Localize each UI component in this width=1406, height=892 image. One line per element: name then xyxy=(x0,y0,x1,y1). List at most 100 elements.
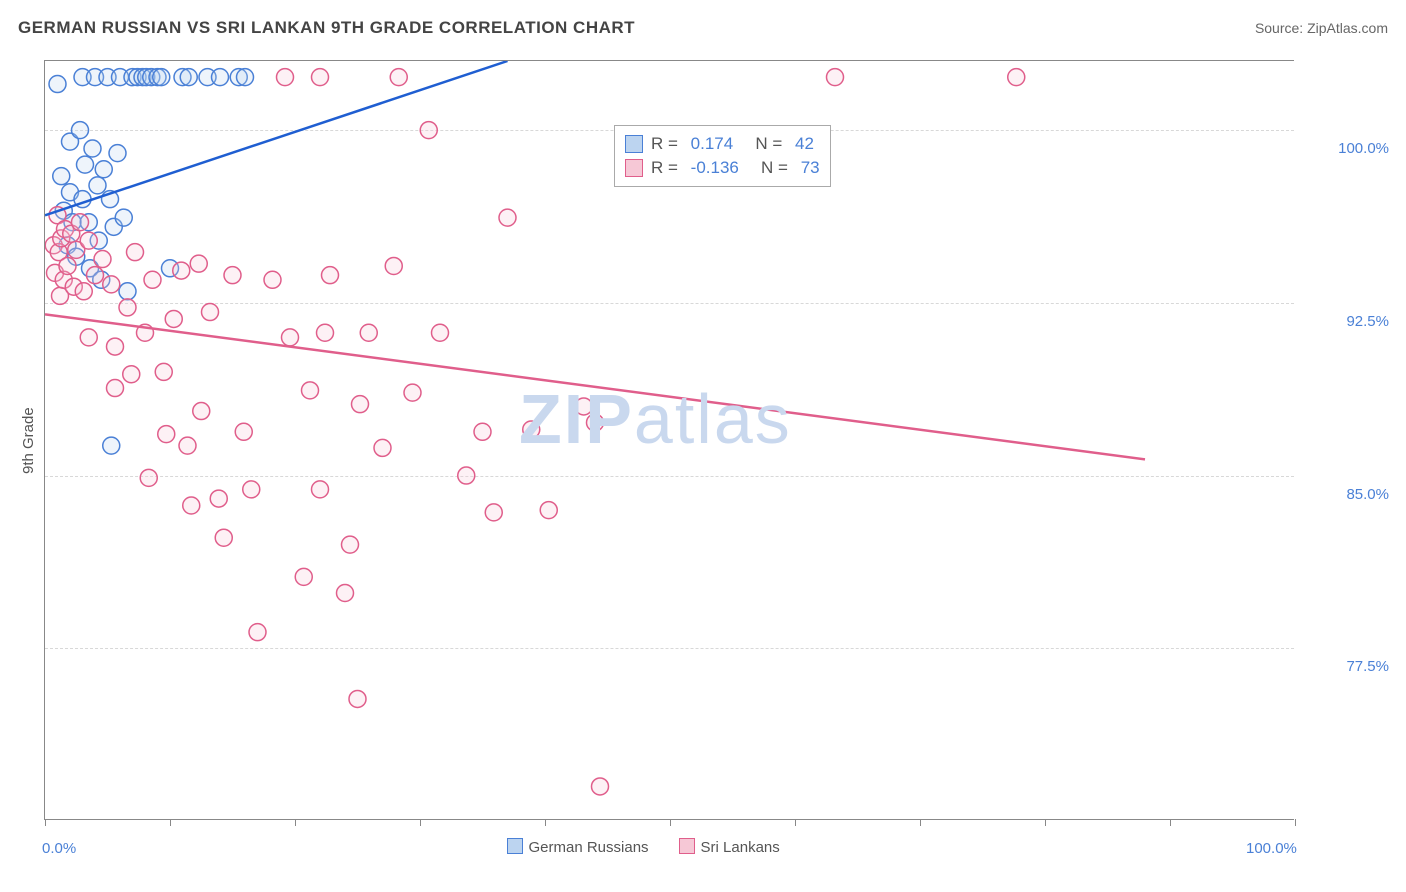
legend-swatch xyxy=(625,159,643,177)
data-point[interactable] xyxy=(282,329,299,346)
data-point[interactable] xyxy=(155,363,172,380)
data-point[interactable] xyxy=(215,529,232,546)
data-point[interactable] xyxy=(202,304,219,321)
y-axis-title: 9th Grade xyxy=(20,407,37,474)
data-point[interactable] xyxy=(144,271,161,288)
data-point[interactable] xyxy=(119,283,136,300)
stats-n-value: 73 xyxy=(801,158,820,178)
data-point[interactable] xyxy=(193,403,210,420)
source-link[interactable]: Source: ZipAtlas.com xyxy=(1255,20,1388,36)
data-point[interactable] xyxy=(374,439,391,456)
legend-swatch xyxy=(507,838,523,854)
data-point[interactable] xyxy=(53,168,70,185)
data-point[interactable] xyxy=(80,232,97,249)
data-point[interactable] xyxy=(523,421,540,438)
data-point[interactable] xyxy=(404,384,421,401)
data-point[interactable] xyxy=(72,122,89,139)
data-point[interactable] xyxy=(127,244,144,261)
data-point[interactable] xyxy=(312,69,329,86)
data-point[interactable] xyxy=(210,490,227,507)
data-point[interactable] xyxy=(173,262,190,279)
data-point[interactable] xyxy=(432,324,449,341)
source-name: ZipAtlas.com xyxy=(1307,20,1388,36)
data-point[interactable] xyxy=(360,324,377,341)
trend-line xyxy=(45,314,1145,459)
legend-item[interactable]: German Russians xyxy=(507,838,649,856)
data-point[interactable] xyxy=(103,276,120,293)
data-point[interactable] xyxy=(575,398,592,415)
stats-row: R = 0.174 N = 42 xyxy=(625,132,820,156)
data-point[interactable] xyxy=(1008,69,1025,86)
data-point[interactable] xyxy=(212,69,229,86)
stats-n-label: N = xyxy=(747,158,793,178)
data-point[interactable] xyxy=(302,382,319,399)
data-point[interactable] xyxy=(485,504,502,521)
data-point[interactable] xyxy=(94,251,111,268)
data-point[interactable] xyxy=(337,585,354,602)
legend-item[interactable]: Sri Lankans xyxy=(679,838,780,856)
data-point[interactable] xyxy=(49,76,66,93)
data-point[interactable] xyxy=(107,338,124,355)
data-point[interactable] xyxy=(827,69,844,86)
data-point[interactable] xyxy=(153,69,170,86)
data-point[interactable] xyxy=(322,267,339,284)
data-point[interactable] xyxy=(264,271,281,288)
data-point[interactable] xyxy=(158,426,175,443)
data-point[interactable] xyxy=(458,467,475,484)
data-point[interactable] xyxy=(190,255,207,272)
y-tick-label: 92.5% xyxy=(1309,313,1389,330)
data-point[interactable] xyxy=(77,156,94,173)
stats-r-label: R = xyxy=(651,158,683,178)
data-point[interactable] xyxy=(140,469,157,486)
data-point[interactable] xyxy=(95,161,112,178)
data-point[interactable] xyxy=(123,366,140,383)
data-point[interactable] xyxy=(349,690,366,707)
chart-title: GERMAN RUSSIAN VS SRI LANKAN 9TH GRADE C… xyxy=(18,18,635,38)
data-point[interactable] xyxy=(587,414,604,431)
data-point[interactable] xyxy=(385,257,402,274)
data-point[interactable] xyxy=(235,423,252,440)
data-point[interactable] xyxy=(312,481,329,498)
x-tick xyxy=(1295,819,1296,826)
data-point[interactable] xyxy=(183,497,200,514)
data-point[interactable] xyxy=(80,329,97,346)
data-point[interactable] xyxy=(420,122,437,139)
data-point[interactable] xyxy=(75,283,92,300)
data-point[interactable] xyxy=(89,177,106,194)
x-min-label: 0.0% xyxy=(42,840,76,857)
data-point[interactable] xyxy=(84,140,101,157)
data-point[interactable] xyxy=(277,69,294,86)
stats-r-label: R = xyxy=(651,134,683,154)
plot-area: 100.0%92.5%85.0%77.5%R = 0.174 N = 42R =… xyxy=(44,60,1294,820)
data-point[interactable] xyxy=(180,69,197,86)
data-point[interactable] xyxy=(592,778,609,795)
data-point[interactable] xyxy=(107,380,124,397)
data-point[interactable] xyxy=(103,437,120,454)
data-point[interactable] xyxy=(115,209,132,226)
data-point[interactable] xyxy=(243,481,260,498)
data-point[interactable] xyxy=(179,437,196,454)
x-max-label: 100.0% xyxy=(1246,840,1297,857)
data-point[interactable] xyxy=(119,299,136,316)
data-point[interactable] xyxy=(237,69,254,86)
data-point[interactable] xyxy=(499,209,516,226)
data-point[interactable] xyxy=(474,423,491,440)
y-tick-label: 77.5% xyxy=(1309,658,1389,675)
data-point[interactable] xyxy=(224,267,241,284)
data-point[interactable] xyxy=(390,69,407,86)
data-point[interactable] xyxy=(540,502,557,519)
data-point[interactable] xyxy=(249,624,266,641)
data-point[interactable] xyxy=(342,536,359,553)
data-point[interactable] xyxy=(165,310,182,327)
data-point[interactable] xyxy=(72,214,89,231)
data-point[interactable] xyxy=(87,267,104,284)
data-point[interactable] xyxy=(59,257,76,274)
stats-legend: R = 0.174 N = 42R = -0.136 N = 73 xyxy=(614,125,831,187)
data-point[interactable] xyxy=(295,568,312,585)
source-prefix: Source: xyxy=(1255,20,1307,36)
legend-swatch xyxy=(625,135,643,153)
data-point[interactable] xyxy=(352,396,369,413)
data-point[interactable] xyxy=(317,324,334,341)
data-point[interactable] xyxy=(109,145,126,162)
stats-r-value: 0.174 xyxy=(691,134,734,154)
